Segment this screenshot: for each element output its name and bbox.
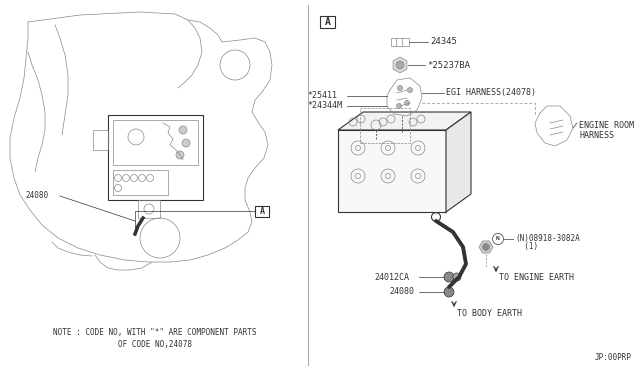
Circle shape	[483, 244, 490, 250]
Polygon shape	[446, 112, 471, 212]
Circle shape	[396, 61, 404, 69]
Text: 24345: 24345	[430, 38, 457, 46]
Text: A: A	[324, 17, 330, 27]
Polygon shape	[393, 57, 407, 73]
Text: NOTE : CODE NO, WITH "*" ARE COMPONENT PARTS: NOTE : CODE NO, WITH "*" ARE COMPONENT P…	[53, 327, 257, 337]
Text: (N)08918-3082A: (N)08918-3082A	[515, 234, 580, 244]
Text: *24344M: *24344M	[307, 102, 342, 110]
Text: A: A	[259, 206, 264, 215]
Circle shape	[397, 103, 401, 109]
Text: *25237BA: *25237BA	[427, 61, 470, 70]
Bar	[93, 130, 108, 150]
Polygon shape	[479, 241, 493, 253]
Bar	[360, 108, 410, 143]
Text: TO ENGINE EARTH: TO ENGINE EARTH	[499, 273, 574, 282]
Circle shape	[179, 126, 187, 134]
Text: *25411: *25411	[307, 92, 337, 100]
Circle shape	[182, 139, 190, 147]
Bar	[391, 38, 409, 46]
Text: ENGINE ROOM: ENGINE ROOM	[579, 122, 634, 131]
Text: N: N	[496, 237, 500, 241]
Text: JP:00PRP: JP:00PRP	[595, 353, 632, 362]
Text: OF CODE NO,24078: OF CODE NO,24078	[118, 340, 192, 350]
Bar	[113, 120, 198, 165]
Circle shape	[408, 87, 413, 93]
Text: 24012CA: 24012CA	[374, 273, 409, 282]
Circle shape	[397, 86, 403, 90]
Text: 24080: 24080	[25, 190, 48, 199]
Text: HARNESS: HARNESS	[579, 131, 614, 141]
Circle shape	[493, 234, 504, 244]
Circle shape	[176, 151, 184, 159]
Bar	[108, 115, 203, 200]
Text: (1): (1)	[515, 243, 538, 251]
Text: TO BODY EARTH: TO BODY EARTH	[457, 310, 522, 318]
Bar	[255, 206, 269, 217]
Circle shape	[404, 100, 410, 106]
Bar	[320, 16, 335, 28]
Text: EGI HARNESS(24078): EGI HARNESS(24078)	[446, 89, 536, 97]
Circle shape	[444, 287, 454, 297]
Polygon shape	[338, 130, 446, 212]
Bar	[113, 170, 168, 195]
Text: 24080: 24080	[389, 288, 414, 296]
Polygon shape	[338, 112, 471, 130]
Bar	[138, 200, 160, 218]
Circle shape	[453, 273, 461, 281]
Circle shape	[444, 272, 454, 282]
